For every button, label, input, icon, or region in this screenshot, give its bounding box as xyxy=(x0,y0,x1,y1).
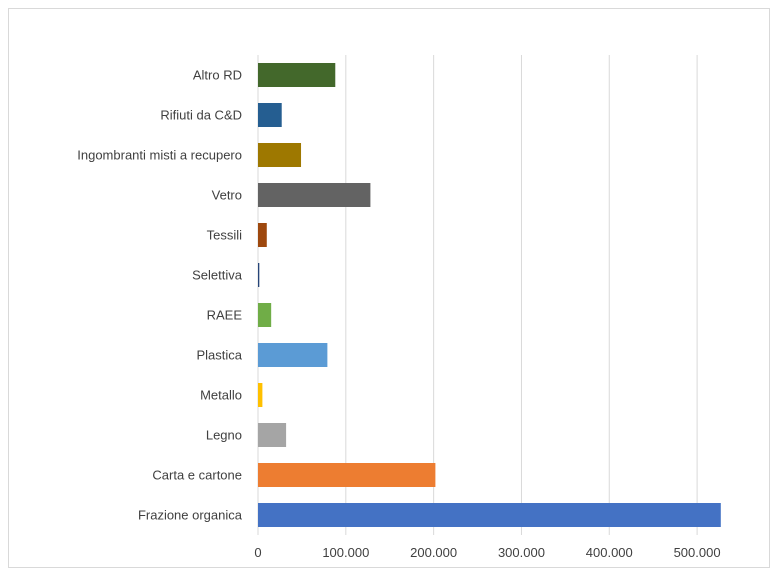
bar xyxy=(258,463,436,487)
x-tick-label: 0 xyxy=(254,545,261,560)
x-tick-label: 500.000 xyxy=(674,545,721,560)
category-label: RAEE xyxy=(207,308,243,323)
bars xyxy=(258,63,721,527)
category-label: Legno xyxy=(206,428,242,443)
category-label: Metallo xyxy=(200,388,242,403)
x-tick-label: 400.000 xyxy=(586,545,633,560)
gridlines xyxy=(257,55,698,535)
bar xyxy=(258,63,336,87)
category-label: Frazione organica xyxy=(138,508,243,523)
category-label: Rifiuti da C&D xyxy=(160,108,242,123)
bar xyxy=(258,303,272,327)
category-label: Ingombranti misti a recupero xyxy=(77,148,242,163)
bar xyxy=(258,183,371,207)
category-label: Selettiva xyxy=(192,268,243,283)
x-tick-label: 300.000 xyxy=(498,545,545,560)
bar xyxy=(258,223,267,247)
category-label: Altro RD xyxy=(193,68,242,83)
x-tick-label: 200.000 xyxy=(410,545,457,560)
x-tick-labels: 0 100.000 200.000 300.000 400.000 500.000 xyxy=(254,545,720,560)
category-label: Tessili xyxy=(207,228,243,243)
bar xyxy=(258,103,282,127)
bar xyxy=(258,503,721,527)
bar xyxy=(258,343,328,367)
x-tick-label: 100.000 xyxy=(322,545,369,560)
category-label: Carta e cartone xyxy=(152,468,242,483)
bar xyxy=(258,263,260,287)
category-label: Plastica xyxy=(196,348,242,363)
bar xyxy=(258,143,302,167)
bar xyxy=(258,383,263,407)
category-label: Vetro xyxy=(212,188,242,203)
bar xyxy=(258,423,287,447)
category-labels: Altro RD Rifiuti da C&D Ingombranti misti … xyxy=(77,68,243,523)
